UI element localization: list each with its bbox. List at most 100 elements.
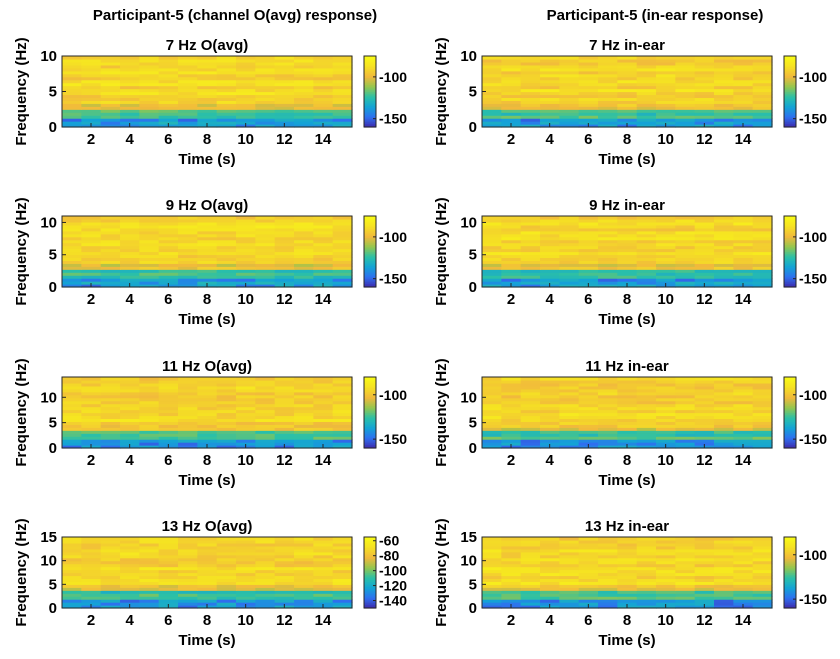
- heatmap-cell: [733, 97, 754, 101]
- heatmap-cell: [236, 581, 256, 585]
- heatmap-cell: [255, 218, 276, 223]
- heatmap-cell: [313, 391, 334, 396]
- heatmap-cell: [656, 236, 676, 241]
- heatmap-cell: [313, 421, 334, 425]
- heatmap-cell: [158, 385, 179, 390]
- heatmap-cell: [540, 403, 560, 408]
- heatmap-cell: [216, 121, 237, 125]
- heatmap-cell: [714, 602, 734, 606]
- heatmap-cell: [578, 91, 599, 96]
- colorbar-tick-label: -100: [799, 229, 827, 245]
- heatmap-cell: [617, 233, 638, 238]
- heatmap-cell: [578, 216, 599, 220]
- heatmap-cell: [332, 412, 353, 417]
- heatmap-cell: [675, 590, 696, 594]
- heatmap-cell: [255, 115, 276, 119]
- heatmap-cell: [274, 379, 295, 384]
- heatmap-cell: [694, 542, 715, 547]
- heatmap-cell: [139, 103, 160, 107]
- heatmap-cell: [216, 100, 237, 104]
- heatmap-cell: [540, 397, 560, 402]
- heatmap-cell: [332, 73, 353, 78]
- heatmap-cell: [636, 430, 657, 434]
- heatmap-cell: [656, 403, 676, 408]
- heatmap-cell: [714, 581, 734, 585]
- heatmap-cell: [617, 415, 638, 420]
- heatmap-cell: [501, 427, 522, 431]
- colorbar-step: [784, 579, 796, 582]
- heatmap-cell: [636, 94, 657, 99]
- heatmap-cell: [158, 230, 179, 235]
- heatmap-cell: [578, 377, 599, 381]
- heatmap-cell: [501, 76, 522, 81]
- heatmap-cell: [752, 584, 773, 588]
- heatmap-cell: [255, 445, 276, 449]
- heatmap-cell: [482, 385, 502, 390]
- heatmap-cell: [636, 575, 657, 580]
- heatmap-cell: [139, 578, 160, 582]
- heatmap-cell: [540, 563, 560, 568]
- heatmap-cell: [216, 284, 237, 288]
- heatmap-cell: [656, 79, 676, 84]
- heatmap-cell: [636, 263, 657, 267]
- heatmap-cell: [752, 61, 773, 66]
- heatmap-cell: [598, 385, 618, 390]
- heatmap-cell: [120, 545, 140, 550]
- heatmap-cell: [714, 242, 734, 247]
- heatmap-cell: [617, 548, 638, 553]
- heatmap-cell: [636, 224, 657, 229]
- heatmap-cell: [559, 248, 580, 253]
- colorbar-step: [364, 421, 376, 424]
- heatmap-cell: [559, 412, 580, 417]
- heatmap-cell: [559, 64, 580, 69]
- heatmap-cell: [139, 557, 160, 562]
- heatmap-cell: [598, 76, 618, 81]
- heatmap-cell: [714, 230, 734, 235]
- heatmap-cell: [332, 88, 353, 93]
- heatmap-cell: [598, 266, 618, 270]
- heatmap-cell: [520, 427, 541, 431]
- heatmap-cell: [313, 263, 334, 267]
- heatmap-cell: [578, 58, 599, 63]
- heatmap-cell: [332, 76, 353, 81]
- heatmap-cell: [139, 593, 160, 597]
- heatmap-cell: [656, 427, 676, 431]
- heatmap-cell: [578, 421, 599, 425]
- heatmap-cell: [294, 427, 314, 431]
- heatmap-cell: [332, 596, 353, 600]
- heatmap-cell: [81, 593, 102, 597]
- heatmap-cell: [694, 58, 715, 63]
- heatmap-cell: [520, 224, 541, 229]
- heatmap-cell: [120, 382, 140, 387]
- heatmap-cell: [255, 436, 276, 440]
- heatmap-cell: [636, 412, 657, 417]
- heatmap-cell: [332, 605, 353, 609]
- heatmap-cell: [617, 572, 638, 577]
- x-tick-label: 12: [276, 452, 293, 469]
- heatmap-cell: [81, 551, 102, 556]
- heatmap-cell: [559, 260, 580, 264]
- heatmap-cell: [197, 88, 218, 93]
- heatmap-cell: [120, 278, 140, 282]
- colorbar-step: [364, 537, 376, 540]
- colorbar-step: [364, 86, 376, 89]
- heatmap-cell: [752, 439, 773, 443]
- heatmap-cell: [540, 560, 560, 565]
- colorbar-step: [784, 285, 796, 288]
- heatmap-cell: [482, 233, 502, 238]
- heatmap-cell: [255, 412, 276, 417]
- heatmap-cell: [656, 584, 676, 588]
- heatmap-cell: [656, 539, 676, 544]
- heatmap-cell: [158, 596, 179, 600]
- heatmap-cell: [636, 442, 657, 446]
- heatmap-cell: [274, 257, 295, 261]
- heatmap-cell: [540, 58, 560, 63]
- heatmap-cell: [313, 233, 334, 238]
- heatmap-cell: [482, 424, 502, 428]
- heatmap-cell: [62, 560, 82, 565]
- heatmap-cell: [501, 382, 522, 387]
- heatmap-cell: [274, 73, 295, 78]
- x-tick-label: 12: [696, 452, 713, 469]
- heatmap-cell: [158, 79, 179, 84]
